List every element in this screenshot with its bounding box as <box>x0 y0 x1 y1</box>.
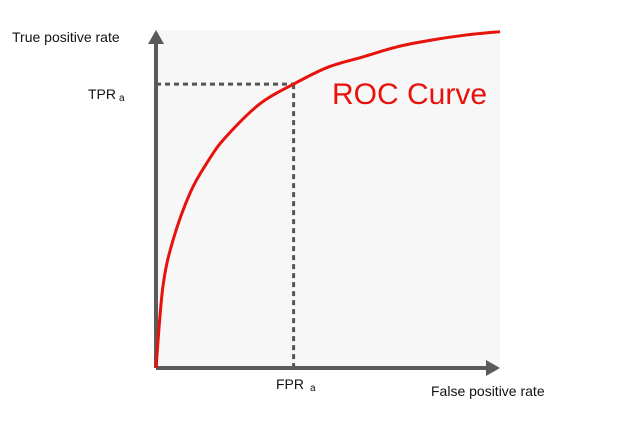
tpr-marker-label: TPR a <box>88 86 125 104</box>
roc-point-4 <box>206 161 208 163</box>
plot-background <box>156 30 500 368</box>
roc-point-3 <box>189 191 191 193</box>
roc-point-9 <box>361 56 363 58</box>
roc-point-10 <box>396 46 398 48</box>
fpr-marker-text: FPR <box>276 376 304 392</box>
roc-point-0 <box>155 367 157 369</box>
tpr-marker-subscript: a <box>119 93 125 104</box>
roc-point-5 <box>224 137 226 139</box>
x-axis-arrow <box>486 360 500 376</box>
roc-point-13 <box>499 30 501 32</box>
roc-point-11 <box>430 39 432 41</box>
roc-curve-line <box>154 30 501 369</box>
roc-point-6 <box>258 103 260 105</box>
marker-guides <box>156 82 296 368</box>
fpr-marker-subscript: a <box>310 383 316 394</box>
roc-point-12 <box>464 34 466 36</box>
y-axis-label: True positive rate <box>12 29 120 45</box>
roc-point-1 <box>162 286 164 288</box>
fpr-marker-label: FPR a <box>276 376 316 394</box>
y-axis-arrow <box>148 30 164 44</box>
axes <box>148 30 500 376</box>
roc-point-8 <box>327 66 329 68</box>
tpr-marker-text: TPR <box>88 86 116 102</box>
roc-curve-label: ROC Curve <box>332 78 487 111</box>
roc-point-7 <box>292 83 294 85</box>
roc-point-2 <box>172 238 174 240</box>
x-axis-label: False positive rate <box>431 383 545 399</box>
